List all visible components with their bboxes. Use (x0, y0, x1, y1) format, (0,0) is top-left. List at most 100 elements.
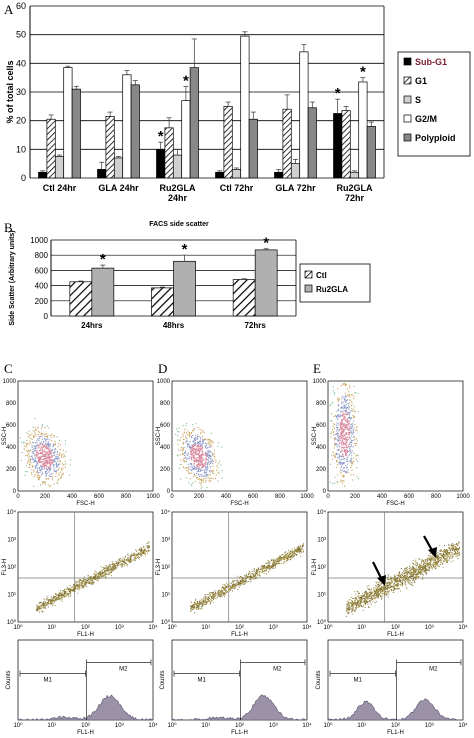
scatter-dot (356, 598, 358, 600)
scatter-dot (209, 463, 211, 465)
scatter-dot (50, 463, 52, 465)
scatter-dot (197, 435, 199, 438)
scatter-dot (217, 480, 219, 482)
scatter-dot (248, 575, 250, 577)
scatter-dot (146, 550, 148, 552)
scatter-dot (205, 597, 207, 599)
scatter-dot (340, 451, 342, 453)
scatter-dot (245, 580, 247, 582)
scatter-dot (36, 460, 38, 462)
scatter-dot (250, 579, 252, 581)
scatter-dot (350, 601, 352, 603)
scatter-dot (263, 564, 265, 566)
scatter-dot (434, 556, 436, 558)
scatter-dot (58, 597, 60, 599)
scatter-dot (190, 450, 192, 452)
scatter-dot (37, 477, 39, 479)
scatter-dot (286, 556, 288, 558)
scatter-dot (233, 585, 235, 587)
scatter-dot (282, 559, 284, 561)
scatter-dot (114, 568, 116, 570)
scatter-dot (47, 606, 49, 608)
scatter-dot (261, 570, 263, 572)
scatter-dot (284, 557, 286, 559)
scatter-dot (383, 592, 385, 594)
scatter-dot (390, 587, 392, 589)
scatter-dot (341, 420, 343, 423)
scatter-dot (354, 392, 357, 394)
scatter-dot (50, 459, 52, 462)
scatter-dot (344, 400, 346, 402)
scatter-dot (204, 604, 206, 606)
scatter-dot (409, 568, 411, 570)
scatter-dot (347, 421, 349, 423)
scatter-dot (206, 466, 208, 468)
scatter-dot (346, 446, 348, 448)
y-tick-label: 0 (44, 312, 49, 321)
scatter-dot (425, 571, 427, 573)
scatter-dot (44, 468, 46, 470)
scatter-dot (196, 464, 198, 467)
scatter-dot (43, 604, 45, 606)
scatter-dot (346, 463, 348, 465)
scatter-dot (48, 602, 50, 604)
scatter-dot (372, 597, 374, 599)
scatter-dot (33, 447, 35, 449)
scatter-dot (52, 461, 54, 463)
scatter-dot (207, 468, 209, 470)
scatter-dot (143, 549, 145, 551)
scatter-dot (198, 473, 200, 475)
scatter-dot (45, 463, 47, 465)
scatter-dot (48, 456, 50, 458)
scatter-dot (342, 424, 344, 426)
scatter-dot (191, 456, 193, 458)
scatter-dot (36, 469, 39, 472)
scatter-dot (48, 459, 50, 461)
scatter-dot (292, 551, 294, 553)
scatter-dot (41, 473, 43, 475)
scatter-dot (54, 448, 57, 450)
scatter-dot (219, 593, 221, 595)
scatter-dot (78, 588, 80, 590)
scatter-dot (52, 463, 54, 465)
scatter-dot (190, 608, 192, 610)
scatter-dot (302, 544, 304, 546)
scatter-dot (342, 431, 344, 433)
scatter-dot (49, 466, 51, 468)
scatter-dot (428, 562, 430, 564)
scatter-dot (352, 446, 354, 448)
scatter-dot (42, 450, 44, 452)
scatter-dot (289, 554, 291, 556)
scatter-dot (69, 590, 71, 592)
scatter-dot (52, 603, 54, 605)
scatter-dot (198, 603, 200, 605)
scatter-dot (201, 601, 203, 603)
scatter-dot (42, 603, 44, 605)
scatter-dot (198, 460, 200, 462)
scatter-dot (207, 447, 209, 449)
scatter-dot (112, 565, 114, 567)
scatter-dot (266, 568, 268, 570)
scatter-dot (380, 590, 382, 592)
scatter-dot (353, 408, 355, 411)
scatter-dot (351, 403, 353, 405)
scatter-dot (344, 419, 346, 421)
scatter-dot (41, 453, 43, 455)
scatter-dot (296, 549, 298, 551)
scatter-dot (77, 585, 79, 587)
scatter-dot (69, 588, 71, 590)
scatter-dot (222, 592, 224, 594)
scatter-dot (127, 556, 129, 558)
scatter-dot (267, 563, 269, 565)
scatter-dot (380, 596, 382, 598)
scatter-dot (333, 431, 335, 433)
scatter-dot (351, 410, 353, 412)
scatter-dot (198, 435, 200, 437)
scatter-dot (106, 566, 108, 568)
scatter-dot (199, 436, 201, 439)
scatter-dot (394, 574, 396, 576)
scatter-dot (349, 437, 351, 439)
scatter-dot (90, 577, 92, 579)
scatter-dot (38, 475, 40, 477)
scatter-dot (55, 472, 57, 474)
